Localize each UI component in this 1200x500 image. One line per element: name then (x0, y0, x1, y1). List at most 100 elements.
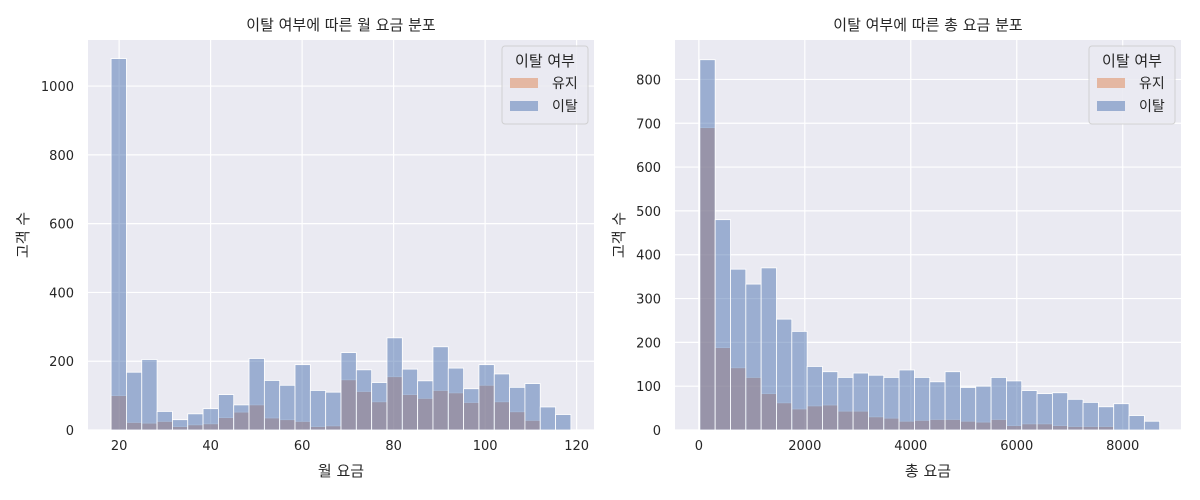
y-tick-label: 500 (636, 205, 661, 220)
histogram-bar-이탈 (806, 366, 823, 431)
legend-swatch-유지 (1097, 78, 1125, 88)
x-tick-label: 4000 (894, 439, 927, 454)
y-tick-label: 200 (49, 355, 74, 370)
histogram-bar-이탈 (371, 382, 388, 431)
legend-label-이탈: 이탈 (552, 99, 578, 115)
histogram-bars (110, 58, 572, 431)
histogram-bar-이탈 (868, 374, 885, 431)
histogram-bar-이탈 (555, 414, 572, 431)
legend-label-유지: 유지 (552, 76, 578, 92)
histogram-bar-이탈 (447, 367, 465, 431)
histogram-bar-이탈 (837, 377, 854, 431)
histogram-bar-이탈 (263, 380, 281, 431)
histogram-bar-이탈 (156, 411, 173, 431)
y-tick-label: 400 (49, 286, 74, 301)
legend-label-이탈: 이탈 (1139, 99, 1165, 115)
x-tick-labels: 0 2000 4000 6000 8000 (695, 439, 1140, 454)
histogram-bar-이탈 (509, 386, 526, 431)
histogram-bar-이탈 (187, 413, 204, 431)
histogram-bar-이탈 (172, 419, 189, 431)
histogram-bar-이탈 (110, 58, 127, 431)
histogram-bar-이탈 (975, 385, 992, 431)
histogram-bar-이탈 (990, 377, 1007, 431)
histogram-bar-이탈 (401, 368, 419, 431)
histogram-bar-이탈 (1097, 406, 1115, 431)
x-axis-label: 월 요금 (318, 462, 364, 480)
x-tick-label: 20 (111, 439, 128, 454)
chart-title: 이탈 여부에 따른 월 요금 분포 (246, 16, 436, 34)
histogram-bar-이탈 (279, 384, 296, 431)
x-tick-label: 120 (564, 439, 589, 454)
histogram-bar-이탈 (822, 371, 839, 431)
histogram-bar-이탈 (248, 358, 265, 431)
histogram-bar-이탈 (340, 352, 357, 431)
legend-swatch-이탈 (1097, 101, 1125, 111)
x-tick-label: 80 (385, 439, 402, 454)
y-tick-label: 700 (636, 117, 661, 132)
histogram-bar-이탈 (217, 394, 235, 431)
histogram-bar-이탈 (714, 219, 731, 431)
histogram-bar-이탈 (126, 371, 143, 431)
histogram-bar-이탈 (898, 369, 915, 431)
histogram-bar-이탈 (699, 59, 716, 431)
histogram-bar-이탈 (141, 359, 158, 431)
chart-total-charges: 0 2000 4000 6000 8000 0 100 200 300 400 500 600 700… (610, 16, 1181, 480)
y-tick-label: 800 (49, 149, 74, 164)
histogram-bar-이탈 (386, 337, 403, 431)
y-tick-label: 0 (653, 424, 661, 439)
y-tick-label: 600 (49, 218, 74, 233)
histogram-bar-이탈 (539, 406, 556, 431)
histogram-bar-이탈 (524, 383, 541, 431)
histogram-bar-이탈 (944, 371, 961, 431)
legend-swatch-이탈 (510, 101, 538, 111)
x-tick-label: 2000 (788, 439, 821, 454)
y-tick-label: 100 (636, 380, 661, 395)
x-tick-label: 100 (473, 439, 498, 454)
histogram-bar-이탈 (309, 390, 327, 431)
y-axis-label: 고객 수 (610, 212, 628, 258)
x-axis-label: 총 요금 (905, 462, 951, 480)
histogram-bar-이탈 (760, 267, 777, 431)
legend: 이탈 여부 유지 이탈 (501, 45, 589, 125)
legend-label-유지: 유지 (1139, 76, 1165, 92)
histogram-bar-이탈 (1006, 380, 1023, 431)
chart-monthly-charges: 20 40 60 80 100 120 0 200 400 600 800 1000 이탈 여부에 … (14, 16, 594, 480)
histogram-bar-이탈 (1036, 393, 1053, 431)
y-tick-label: 200 (636, 336, 661, 351)
histogram-bar-이탈 (1082, 401, 1099, 431)
histogram-bar-이탈 (233, 404, 250, 431)
histogram-bar-이탈 (432, 346, 449, 431)
histogram-bar-이탈 (1128, 415, 1145, 431)
histogram-bar-이탈 (325, 391, 342, 431)
histogram-bars (699, 59, 1161, 431)
y-axis-label: 고객 수 (14, 212, 32, 258)
histogram-bar-이탈 (1051, 392, 1069, 431)
chart-title: 이탈 여부에 따른 총 요금 분포 (833, 16, 1023, 34)
histogram-bar-이탈 (791, 331, 808, 431)
x-tick-labels: 20 40 60 80 100 120 (111, 439, 589, 454)
legend: 이탈 여부 유지 이탈 (1088, 45, 1176, 125)
histogram-bar-이탈 (883, 377, 900, 431)
x-tick-label: 8000 (1106, 439, 1139, 454)
y-tick-label: 1000 (41, 80, 74, 95)
y-tick-label: 800 (636, 73, 661, 88)
legend-title: 이탈 여부 (1102, 52, 1162, 70)
histogram-bar-이탈 (776, 318, 793, 431)
histogram-bar-이탈 (1143, 420, 1161, 431)
y-tick-label: 0 (66, 424, 74, 439)
histogram-bar-이탈 (493, 373, 510, 431)
histogram-bar-이탈 (960, 387, 977, 431)
histogram-bar-이탈 (463, 388, 480, 431)
grid-lines (88, 40, 594, 431)
histogram-bar-이탈 (914, 377, 931, 431)
legend-swatch-유지 (510, 78, 538, 88)
histogram-bar-이탈 (1067, 398, 1084, 431)
histogram-bar-이탈 (730, 268, 747, 431)
y-tick-label: 600 (636, 161, 661, 176)
histogram-bar-이탈 (478, 364, 495, 431)
x-tick-label: 0 (695, 439, 703, 454)
x-tick-label: 60 (294, 439, 311, 454)
legend-title: 이탈 여부 (515, 52, 575, 70)
y-tick-label: 400 (636, 249, 661, 264)
